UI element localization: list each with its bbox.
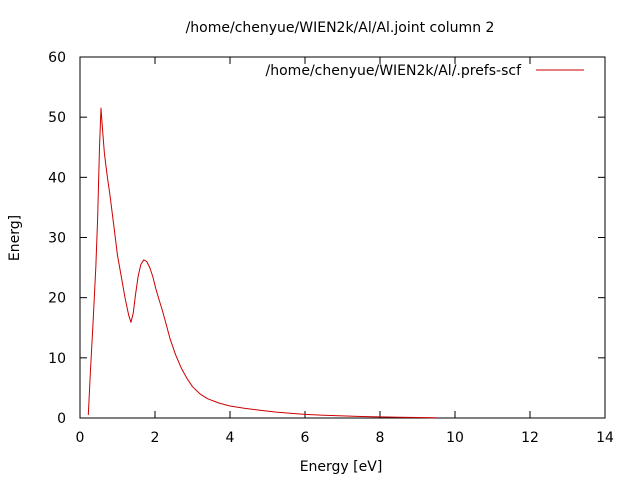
- y-tick-label: 10: [48, 351, 66, 367]
- x-tick-label: 14: [596, 430, 614, 446]
- y-axis-ticks: 0 10 20 30 40 50 60: [48, 50, 605, 427]
- x-axis-label: Energy [eV]: [300, 459, 383, 475]
- x-tick-label: 12: [521, 430, 539, 446]
- y-tick-label: 40: [48, 170, 66, 186]
- legend: /home/chenyue/WIEN2k/Al/.prefs-scf: [266, 63, 584, 79]
- chart-title: /home/chenyue/WIEN2k/Al/Al.joint column …: [186, 20, 495, 36]
- x-tick-label: 10: [446, 430, 464, 446]
- y-axis-label: Energ]: [7, 215, 23, 261]
- x-tick-label: 8: [376, 430, 385, 446]
- y-tick-label: 20: [48, 291, 66, 307]
- legend-label: /home/chenyue/WIEN2k/Al/.prefs-scf: [266, 63, 523, 79]
- series-line: [87, 107, 437, 419]
- y-tick-label: 0: [57, 411, 66, 427]
- y-tick-label: 60: [48, 50, 66, 66]
- plot-frame: [79, 56, 606, 419]
- y-tick-label: 30: [48, 231, 66, 247]
- x-tick-label: 4: [226, 430, 235, 446]
- y-tick-label: 50: [48, 110, 66, 126]
- x-axis-ticks: 0 2 4 6 8 10 12 14: [76, 57, 614, 446]
- series-layer: [87, 107, 437, 419]
- x-tick-label: 6: [301, 430, 310, 446]
- x-tick-label: 0: [76, 430, 85, 446]
- x-tick-label: 2: [151, 430, 160, 446]
